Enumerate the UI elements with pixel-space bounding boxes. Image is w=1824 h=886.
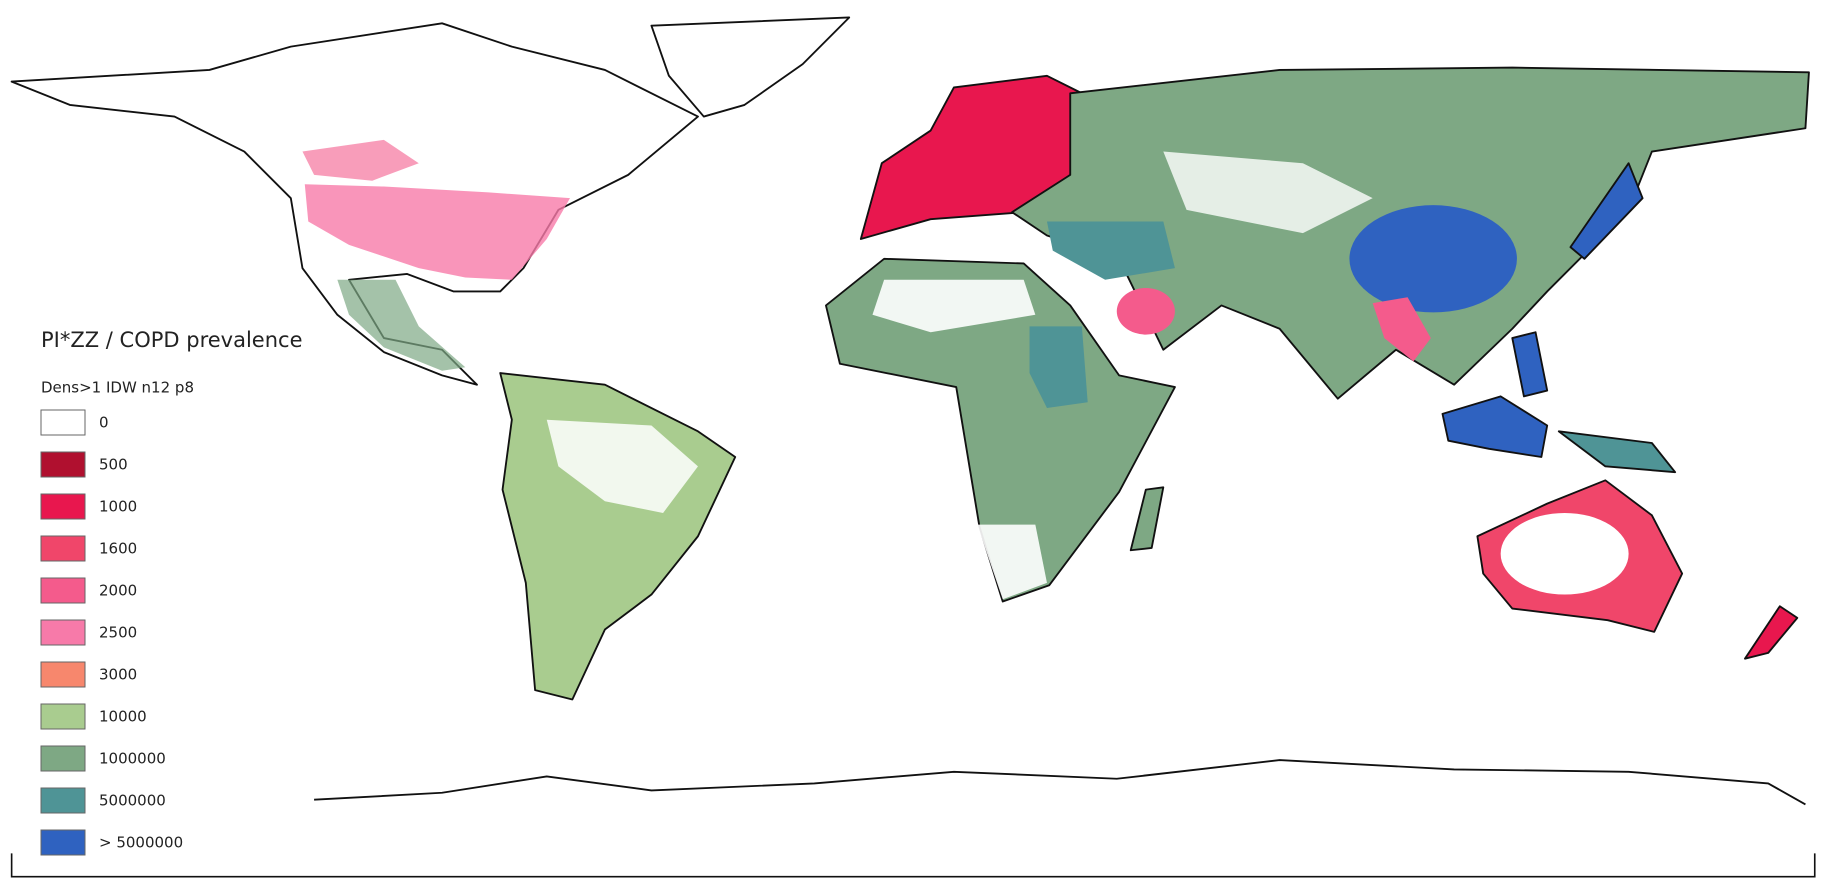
amazon-region	[546, 419, 698, 513]
legend-swatch	[40, 619, 86, 646]
legend-label: 1000	[99, 498, 137, 516]
legend-swatch	[40, 577, 86, 604]
legend-label: 1600	[99, 540, 137, 558]
antarctica	[314, 759, 1806, 806]
legend-label: 500	[99, 456, 128, 474]
legend-swatch	[40, 409, 86, 436]
philippines	[1511, 331, 1549, 398]
legend-label: 2000	[99, 582, 137, 600]
new-zealand	[1744, 605, 1799, 660]
legend-swatch	[40, 787, 86, 814]
africa	[825, 257, 1176, 603]
map-frame	[10, 853, 1816, 878]
legend-label: 5000000	[99, 792, 166, 810]
sudan-region	[1029, 326, 1088, 409]
sahara-region	[872, 279, 1036, 333]
japan	[1569, 162, 1644, 260]
legend: 0 500 1000 1600 2000 2500 3000 10000 1000000 5000…	[40, 409, 183, 856]
legend-label: 1000000	[99, 750, 166, 768]
legend-swatch	[40, 493, 86, 520]
siberia-region	[1163, 151, 1373, 234]
indonesia	[1441, 395, 1549, 458]
southern-africa-region	[977, 524, 1047, 600]
legend-swatch	[40, 703, 86, 730]
madagascar	[1129, 486, 1165, 552]
canada-region	[302, 139, 419, 181]
arabia-region	[1116, 287, 1175, 335]
china-region	[1349, 205, 1517, 313]
legend-subtitle: Dens>1 IDW n12 p8	[41, 379, 194, 397]
legend-swatch	[40, 661, 86, 688]
us-region	[304, 184, 571, 280]
legend-label: 3000	[99, 666, 137, 684]
legend-swatch	[40, 745, 86, 772]
new-guinea	[1557, 430, 1677, 474]
legend-label: 0	[99, 414, 109, 432]
middle-east-region	[1046, 221, 1175, 280]
south-america	[499, 372, 737, 701]
legend-title: PI*ZZ / COPD prevalence	[41, 328, 303, 352]
europe	[859, 74, 1083, 240]
world-map	[10, 16, 1816, 878]
greenland	[650, 16, 851, 118]
legend-label: 10000	[99, 708, 147, 726]
central-america	[337, 279, 466, 371]
legend-swatch	[40, 535, 86, 562]
myanmar-region	[1372, 297, 1431, 362]
legend-label: 2500	[99, 624, 137, 642]
legend-label: > 5000000	[99, 834, 183, 852]
legend-swatch	[40, 451, 86, 478]
legend-swatch	[40, 829, 86, 856]
australia-interior	[1500, 512, 1629, 595]
